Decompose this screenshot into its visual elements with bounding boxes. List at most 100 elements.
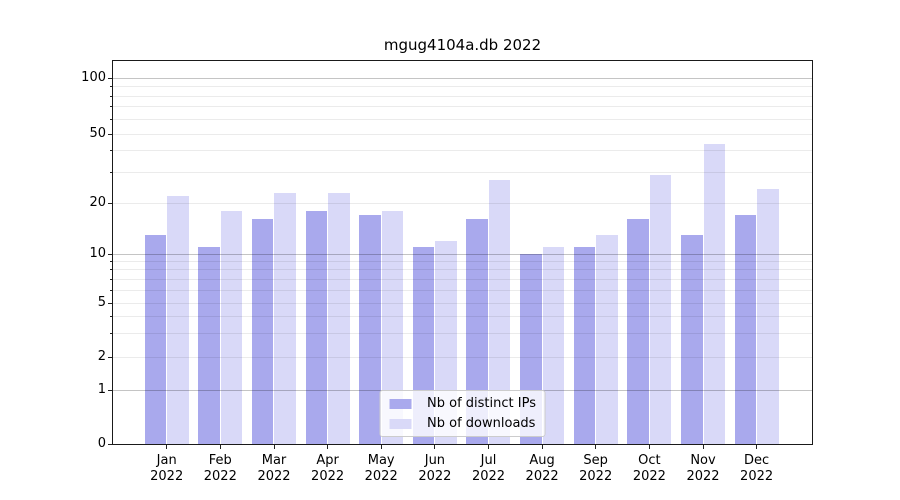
y-minor-tick-mark — [109, 302, 112, 304]
bar-distinct-ips — [144, 234, 167, 444]
x-tick-mark — [595, 445, 597, 449]
gridline-minor — [113, 202, 812, 204]
y-minor-tick-mark — [109, 118, 112, 120]
y-tick-mark — [108, 77, 112, 79]
bar-distinct-ips — [734, 214, 757, 444]
y-minor-tick-mark — [109, 269, 112, 271]
y-tick-mark — [108, 253, 112, 255]
gridline-minor — [113, 86, 812, 87]
y-minor-tick-mark — [109, 356, 112, 358]
y-minor-tick-mark — [109, 260, 112, 262]
bar-distinct-ips — [681, 234, 703, 444]
legend: Nb of distinct IPs Nb of downloads — [379, 390, 546, 437]
bar-downloads — [488, 180, 511, 444]
bar-distinct-ips — [198, 247, 220, 444]
gridline-minor — [113, 315, 812, 317]
y-tick-label: 100 — [81, 70, 106, 85]
legend-row: Nb of distinct IPs — [389, 395, 536, 412]
y-minor-tick-mark — [109, 278, 112, 280]
y-tick-label: 50 — [89, 125, 106, 141]
legend-label: Nb of downloads — [427, 416, 536, 431]
y-tick-label: 5 — [97, 295, 106, 311]
x-tick-label: Oct 2022 — [632, 453, 666, 484]
x-tick-mark — [219, 445, 221, 449]
gridline-minor — [113, 278, 812, 280]
legend-label: Nb of distinct IPs — [427, 396, 536, 411]
y-tick-label: 0 — [97, 436, 106, 451]
chart-title: mgug4104a.db 2022 — [383, 36, 542, 54]
x-tick-mark — [702, 445, 704, 449]
bar-distinct-ips — [573, 247, 596, 444]
x-tick-label: Apr 2022 — [311, 453, 345, 484]
gridline-minor — [113, 302, 812, 304]
x-tick-label: Feb 2022 — [203, 453, 237, 484]
plot-area: Nb of distinct IPs Nb of downloads — [112, 60, 813, 445]
bar-distinct-ips — [251, 219, 274, 444]
gridline-minor — [113, 150, 812, 152]
y-minor-tick-mark — [109, 95, 112, 97]
gridline-minor — [113, 106, 812, 108]
x-tick-label: Jun 2022 — [418, 453, 452, 484]
y-minor-tick-mark — [109, 106, 112, 108]
y-tick-label: 10 — [89, 245, 106, 261]
x-tick-label: Dec 2022 — [740, 453, 774, 484]
bar-downloads — [703, 143, 725, 444]
gridline-major — [113, 77, 812, 79]
legend-row: Nb of downloads — [389, 415, 536, 432]
bar-downloads — [274, 192, 296, 444]
x-tick-label: Jan 2022 — [150, 453, 184, 484]
bar-downloads — [596, 234, 618, 444]
y-minor-tick-mark — [109, 172, 112, 173]
bar-downloads — [220, 210, 243, 444]
bar-downloads — [381, 210, 404, 444]
gridline-minor — [113, 118, 812, 120]
legend-swatch — [389, 398, 412, 409]
x-tick-label: Aug 2022 — [525, 453, 559, 484]
y-minor-tick-mark — [109, 202, 112, 204]
gridline-minor — [113, 133, 812, 135]
bar-downloads — [167, 195, 189, 444]
bar-downloads — [757, 189, 779, 444]
gridline-minor — [113, 269, 812, 271]
x-tick-mark — [327, 445, 329, 449]
legend-swatch — [389, 418, 412, 429]
gridline-minor — [113, 289, 812, 291]
y-tick-mark — [108, 389, 112, 391]
x-tick-label: Sep 2022 — [579, 453, 613, 484]
y-tick-label: 1 — [97, 381, 106, 397]
x-tick-mark — [380, 445, 382, 449]
bar-distinct-ips — [359, 214, 381, 444]
y-tick-label: 2 — [97, 348, 106, 364]
gridline-minor — [113, 356, 812, 358]
x-tick-mark — [648, 445, 650, 449]
y-minor-tick-mark — [109, 133, 112, 135]
y-tick-label: 20 — [89, 194, 106, 210]
x-tick-label: Mar 2022 — [257, 453, 291, 484]
x-tick-label: Jul 2022 — [471, 453, 506, 484]
x-tick-mark — [488, 445, 489, 449]
bar-downloads — [649, 175, 672, 444]
y-minor-tick-mark — [109, 332, 112, 334]
bar-distinct-ips — [466, 219, 488, 444]
x-tick-mark — [756, 445, 758, 449]
gridline-major — [113, 253, 812, 255]
y-minor-tick-mark — [109, 289, 112, 291]
gridline-minor — [113, 95, 812, 97]
y-minor-tick-mark — [109, 86, 112, 87]
bar-downloads — [542, 247, 565, 444]
y-minor-tick-mark — [109, 150, 112, 152]
x-tick-label: May 2022 — [364, 453, 398, 484]
gridline-minor — [113, 332, 812, 334]
y-tick-mark — [108, 443, 112, 445]
x-tick-mark — [541, 445, 543, 449]
bar-distinct-ips — [627, 219, 649, 444]
bar-distinct-ips — [305, 210, 328, 444]
x-tick-mark — [434, 445, 436, 449]
y-minor-tick-mark — [109, 315, 112, 317]
gridline-minor — [113, 172, 812, 173]
x-tick-mark — [166, 445, 168, 449]
bar-downloads — [328, 192, 350, 444]
x-tick-mark — [273, 445, 275, 449]
x-tick-label: Nov 2022 — [686, 453, 720, 484]
